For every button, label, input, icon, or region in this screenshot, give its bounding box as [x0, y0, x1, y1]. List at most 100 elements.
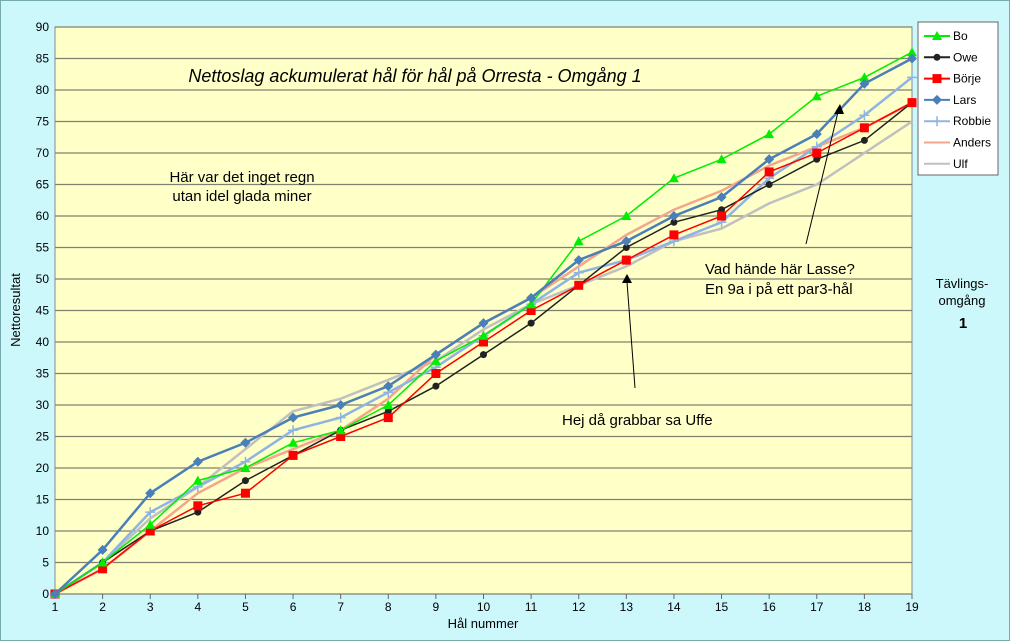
legend-label-anders: Anders: [953, 136, 991, 150]
data-point-bo: [716, 154, 727, 164]
x-tick-label: 2: [99, 600, 106, 614]
data-point-robbie: [145, 507, 156, 518]
y-tick-label: 65: [36, 178, 50, 192]
data-point-lars: [764, 154, 775, 165]
data-point-bo: [764, 129, 775, 139]
round-label-1: Tävlings-: [936, 276, 989, 291]
x-tick-label: 7: [337, 600, 344, 614]
data-point-bo: [288, 437, 299, 447]
data-point-borje: [764, 167, 774, 177]
data-point-owe: [670, 218, 678, 226]
x-tick-label: 16: [762, 600, 776, 614]
y-tick-label: 0: [42, 587, 49, 601]
data-point-bo: [145, 519, 156, 529]
data-point-bo: [573, 236, 584, 246]
x-tick-label: 17: [810, 600, 824, 614]
data-point-borje: [145, 526, 155, 536]
annotation-uffe: Hej då grabbar sa Uffe: [562, 412, 713, 429]
x-tick-label: 18: [858, 600, 872, 614]
chart-title: Nettoslag ackumulerat hål för hål på Orr…: [188, 66, 641, 86]
annotation-lasse-2: En 9a i på ett par3-hål: [705, 281, 853, 298]
arrow-lasse-head: [834, 104, 844, 114]
legend-marker-bo: [932, 31, 942, 40]
arrow-lasse: [805, 111, 839, 245]
x-tick-label: 1: [52, 600, 59, 614]
y-tick-label: 20: [36, 461, 50, 475]
data-point-owe: [813, 155, 821, 163]
x-tick-label: 5: [242, 600, 249, 614]
data-point-lars: [526, 292, 537, 303]
annotation-lasse-1: Vad hände här Lasse?: [705, 261, 855, 278]
legend-label-borje: Börje: [953, 72, 981, 86]
y-tick-label: 75: [36, 115, 50, 129]
data-point-bo: [907, 47, 917, 57]
x-tick-label: 12: [572, 600, 586, 614]
x-tick-label: 6: [290, 600, 297, 614]
data-point-lars: [716, 192, 727, 203]
legend-marker-robbie: [932, 116, 942, 127]
x-tick-label: 3: [147, 600, 154, 614]
y-tick-label: 40: [36, 335, 50, 349]
legend-marker-lars: [932, 94, 942, 105]
data-point-lars: [145, 488, 156, 499]
data-point-lars: [668, 211, 679, 221]
round-number: 1: [959, 315, 967, 332]
data-point-owe: [384, 407, 392, 415]
data-point-borje: [336, 432, 346, 441]
data-point-owe: [765, 181, 773, 188]
data-point-borje: [431, 369, 441, 378]
y-tick-label: 5: [42, 556, 49, 570]
data-point-bo: [335, 425, 346, 435]
data-point-bo: [811, 91, 822, 101]
data-point-owe: [194, 508, 202, 516]
data-point-robbie: [335, 412, 346, 423]
y-tick-label: 50: [36, 272, 50, 286]
x-tick-label: 15: [715, 600, 729, 614]
data-point-robbie: [573, 267, 584, 278]
data-point-borje: [383, 413, 393, 423]
y-tick-label: 30: [36, 398, 50, 412]
x-tick-label: 9: [433, 600, 440, 614]
y-tick-label: 10: [36, 524, 50, 538]
data-point-borje: [621, 255, 631, 265]
legend-label-ulf: Ulf: [953, 157, 968, 171]
annotation-rain-2: utan idel glada miner: [172, 188, 311, 205]
data-point-borje: [812, 148, 822, 158]
data-point-owe: [622, 244, 630, 251]
data-point-bo: [478, 330, 489, 340]
data-point-lars: [907, 53, 917, 64]
data-point-bo: [668, 173, 679, 183]
data-point-bo: [621, 211, 632, 220]
data-point-borje: [193, 501, 203, 511]
y-tick-label: 80: [36, 83, 50, 97]
data-point-bo: [97, 557, 108, 567]
data-point-borje: [574, 280, 584, 290]
data-point-borje: [240, 488, 250, 498]
data-point-bo: [859, 72, 870, 82]
data-point-owe: [860, 136, 868, 144]
legend-label-robbie: Robbie: [953, 114, 991, 128]
data-point-bo: [383, 400, 394, 409]
legend-label-bo: Bo: [953, 29, 968, 43]
y-tick-label: 85: [36, 52, 50, 66]
data-point-lars: [573, 255, 584, 266]
y-axis-label: Nettoresultat: [8, 273, 23, 347]
y-tick-label: 70: [36, 146, 50, 160]
data-point-borje: [717, 211, 727, 221]
legend-label-lars: Lars: [953, 93, 976, 107]
data-point-owe: [718, 206, 726, 214]
data-point-bo: [192, 475, 203, 485]
legend: [917, 21, 999, 176]
x-tick-label: 10: [477, 600, 491, 614]
legend-marker-owe: [933, 53, 941, 61]
data-point-bo: [430, 355, 441, 365]
arrow-uffe-head: [622, 274, 632, 283]
data-point-lars: [621, 236, 632, 247]
data-point-bo: [240, 463, 251, 472]
data-point-robbie: [859, 110, 870, 121]
x-tick-label: 11: [525, 600, 538, 614]
data-point-lars: [50, 589, 60, 599]
y-tick-label: 15: [36, 493, 50, 507]
data-point-lars: [430, 349, 441, 360]
